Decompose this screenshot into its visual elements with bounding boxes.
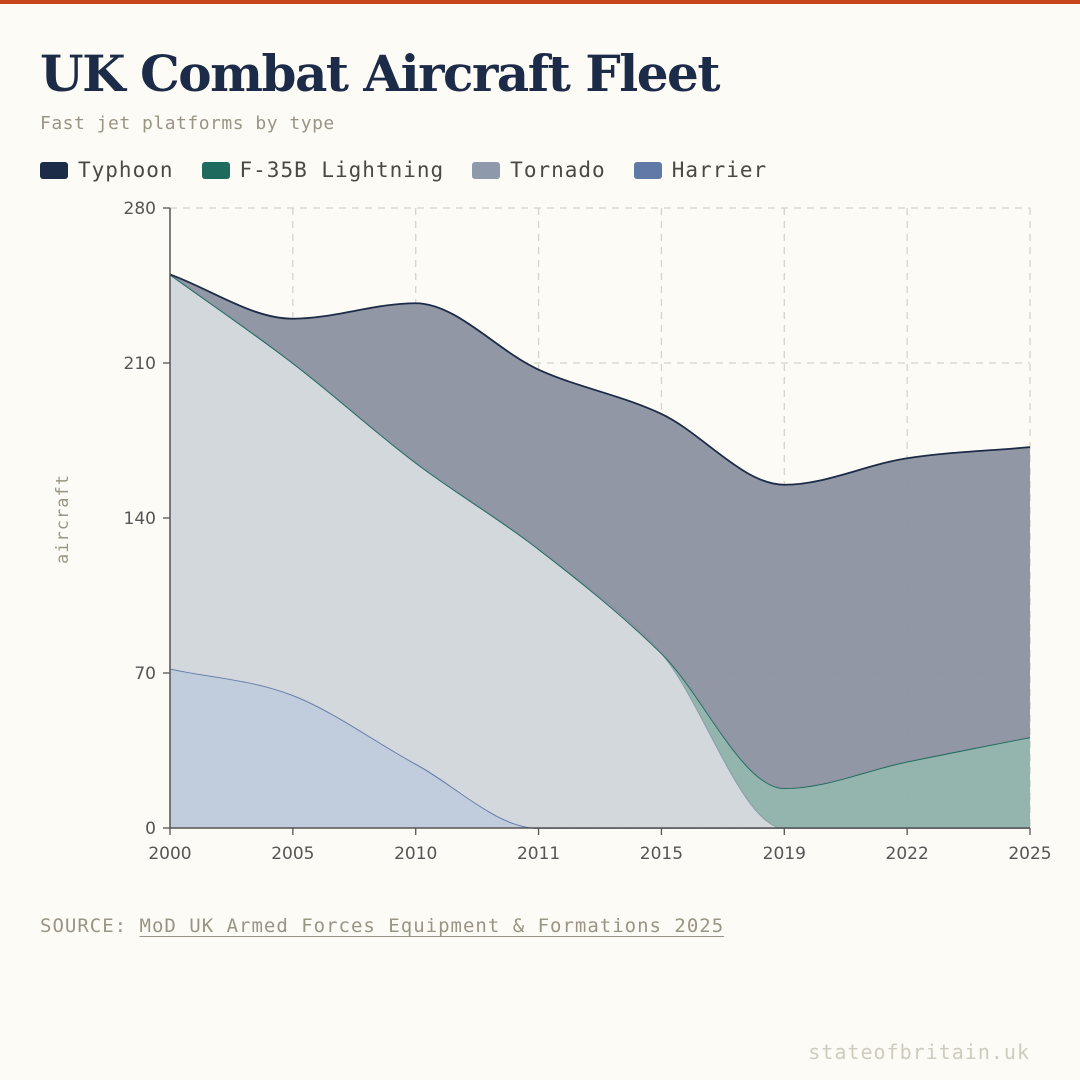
area-typhoon[interactable] <box>170 274 1030 789</box>
x-tick-label-2010: 2010 <box>394 844 437 864</box>
y-tick-label-140: 140 <box>124 509 156 529</box>
x-tick-label-2015: 2015 <box>640 844 683 864</box>
legend-swatch-harrier <box>633 161 662 179</box>
area-f-35b-lightning[interactable] <box>170 274 1030 828</box>
x-tick-label-2005: 2005 <box>271 844 314 864</box>
legend-swatch-f35b <box>201 161 230 179</box>
area-harrier[interactable] <box>170 668 1030 828</box>
page-title: UK Combat Aircraft Fleet <box>40 44 720 103</box>
top-accent-bar <box>0 0 1080 4</box>
line-typhoon <box>169 273 1031 486</box>
x-tick-label-2022: 2022 <box>886 844 929 864</box>
page-subtitle: Fast jet platforms by type <box>40 113 335 134</box>
y-tick-label-0: 0 <box>145 819 156 839</box>
x-tick-label-2011: 2011 <box>517 844 560 864</box>
legend-swatch-tornado <box>472 161 501 179</box>
line-f-35b-lightning <box>169 273 1031 790</box>
legend-swatch-typhoon <box>40 161 68 179</box>
source-prefix: SOURCE: <box>40 915 128 937</box>
x-tick-label-2019: 2019 <box>763 844 806 864</box>
legend-item-f35b[interactable]: F-35B Lightning <box>201 158 445 182</box>
y-tick-label-70: 70 <box>134 664 156 684</box>
legend-label-f35b: F-35B Lightning <box>239 158 445 182</box>
legend-item-typhoon[interactable]: Typhoon <box>40 158 174 182</box>
legend-item-harrier[interactable]: Harrier <box>633 158 768 182</box>
source-note: SOURCE: MoD UK Armed Forces Equipment & … <box>40 915 724 937</box>
area-tornado[interactable] <box>170 274 1030 828</box>
x-tick-label-2025: 2025 <box>1008 844 1051 864</box>
y-tick-label-210: 210 <box>124 354 156 374</box>
y-axis-label: aircraft <box>53 474 73 564</box>
legend-item-tornado[interactable]: Tornado <box>472 158 606 182</box>
footer-brand: stateofbritain.uk <box>808 1040 1030 1064</box>
axis-layer: 0 70 140 210 280 2000 2005 2010 2011 2015 2019 2022… <box>124 199 1052 864</box>
area-layer <box>169 273 1031 829</box>
x-tick-label-2000: 2000 <box>148 844 191 864</box>
chart-legend: Typhoon F-35B Lightning Tornado Harrier <box>40 158 795 182</box>
y-tick-label-280: 280 <box>124 199 156 219</box>
legend-label-tornado: Tornado <box>510 158 606 182</box>
stacked-area-chart: 0 70 140 210 280 2000 2005 2010 2011 2015 2019 2022… <box>53 199 1052 864</box>
legend-label-typhoon: Typhoon <box>78 158 174 182</box>
source-link[interactable]: MoD UK Armed Forces Equipment & Formatio… <box>139 915 725 937</box>
legend-label-harrier: Harrier <box>671 158 768 182</box>
